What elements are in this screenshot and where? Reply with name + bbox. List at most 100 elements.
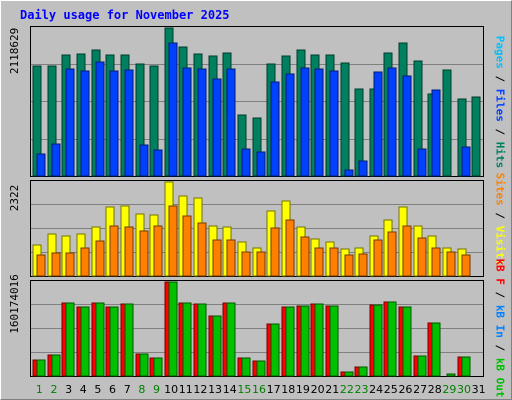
- files-bar: [431, 89, 441, 177]
- x-tick-label: 1: [36, 383, 43, 396]
- files-bar: [387, 67, 397, 177]
- x-tick-label: 22: [340, 383, 354, 396]
- sites-bar: [358, 253, 368, 277]
- legend-entry: /: [493, 121, 507, 142]
- sites-bar: [95, 240, 105, 277]
- kbout-bar: [387, 301, 397, 377]
- files-bar: [300, 67, 310, 177]
- x-tick-label: 30: [457, 383, 471, 396]
- x-tick-label: 8: [138, 383, 145, 396]
- x-tick-label: 2: [50, 383, 57, 396]
- kbout-bar: [182, 302, 192, 377]
- x-tick-label: 19: [296, 383, 310, 396]
- x-tick-label: 10: [164, 383, 178, 396]
- x-tick-label: 6: [109, 383, 116, 396]
- legend-hits-panel: Pages / Files / Hits: [488, 22, 512, 182]
- files-bar: [373, 71, 383, 177]
- sites-bar: [124, 226, 134, 277]
- sites-bar: [344, 254, 354, 277]
- kbout-bar: [65, 302, 75, 377]
- files-bar: [314, 68, 324, 177]
- sites-bar: [314, 247, 324, 277]
- kbout-bar: [168, 281, 178, 377]
- kbout-bar: [256, 360, 266, 377]
- kbout-bar: [270, 323, 280, 377]
- sites-bar: [461, 254, 471, 277]
- x-tick-label: 7: [124, 383, 131, 396]
- x-tick-label: 23: [355, 383, 369, 396]
- files-bar: [182, 67, 192, 177]
- sites-bar: [387, 231, 397, 277]
- kbout-bar: [417, 355, 427, 377]
- legend-entry: kB In: [493, 304, 507, 338]
- legend-entry: Pages: [493, 35, 507, 69]
- sites-bar: [109, 225, 119, 277]
- files-bar: [139, 144, 149, 177]
- kbout-bar: [226, 302, 236, 377]
- legend-kbytes-panel: kB F / kB In / kB Out: [488, 258, 512, 397]
- y-max-label: 2322: [8, 185, 21, 212]
- x-tick-label: 5: [94, 383, 101, 396]
- legend-entry: kB Out: [493, 357, 507, 398]
- x-tick-label: 29: [442, 383, 456, 396]
- x-tick-label: 16: [252, 383, 266, 396]
- legend-entry: Sites: [493, 172, 507, 206]
- sites-bar: [80, 247, 90, 277]
- x-tick-label: 15: [237, 383, 251, 396]
- y-max-label: 160174016: [8, 274, 21, 334]
- files-bar: [241, 148, 251, 177]
- x-tick-label: 12: [193, 383, 207, 396]
- sites-bar: [212, 239, 222, 277]
- sites-bar: [139, 230, 149, 277]
- sites-bar: [226, 239, 236, 277]
- files-bar: [256, 151, 266, 177]
- kbout-bar: [80, 306, 90, 377]
- kbout-bar: [329, 305, 339, 377]
- kbout-bar: [446, 373, 456, 377]
- files-bar: [36, 153, 46, 177]
- sites-bar: [168, 205, 178, 277]
- files-bar: [95, 61, 105, 177]
- files-bar: [417, 148, 427, 177]
- files-bar: [270, 81, 280, 177]
- kbout-bar: [241, 357, 251, 377]
- legend-entry: /: [493, 68, 507, 89]
- files-bar: [80, 70, 90, 177]
- x-tick-label: 26: [398, 383, 412, 396]
- kbout-bar: [402, 306, 412, 377]
- files-bar: [109, 70, 119, 177]
- sites-bar: [256, 251, 266, 277]
- x-tick-label: 9: [153, 383, 160, 396]
- x-tick-label: 11: [179, 383, 193, 396]
- files-bar: [358, 160, 368, 177]
- sites-bar: [65, 252, 75, 277]
- legend-entry: /: [493, 284, 507, 305]
- kbout-bar: [285, 306, 295, 377]
- kbout-bar: [36, 359, 46, 377]
- kbout-bar: [373, 304, 383, 377]
- x-tick-label: 21: [325, 383, 339, 396]
- sites-bar: [182, 215, 192, 277]
- sites-bar: [446, 251, 456, 277]
- kbout-bar: [153, 357, 163, 377]
- x-tick-label: 14: [223, 383, 237, 396]
- files-bar: [344, 169, 354, 177]
- kbout-bar: [197, 303, 207, 377]
- files-bar: [226, 68, 236, 177]
- sites-bar: [300, 236, 310, 277]
- kbout-bar: [358, 366, 368, 377]
- legend-entry: /: [493, 337, 507, 358]
- sites-bar: [373, 239, 383, 277]
- kbout-bar: [300, 305, 310, 377]
- y-max-label: 2118629: [8, 28, 21, 74]
- sites-bar: [241, 251, 251, 277]
- sites-bar: [197, 222, 207, 277]
- x-tick-label: 28: [428, 383, 442, 396]
- kbout-bar: [431, 322, 441, 377]
- kbout-bar: [124, 303, 134, 377]
- legend-entry: kB F: [493, 258, 507, 285]
- sites-bar: [329, 247, 339, 277]
- files-bar: [197, 68, 207, 177]
- files-bar: [168, 42, 178, 177]
